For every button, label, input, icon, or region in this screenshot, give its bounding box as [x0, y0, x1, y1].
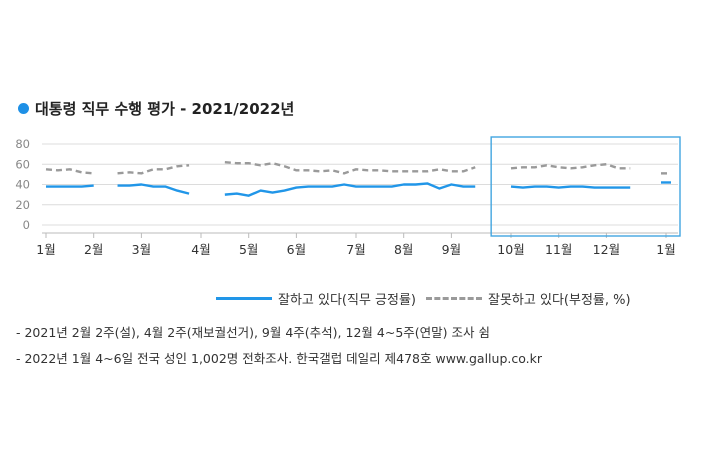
x-tick-label: 8월	[394, 242, 413, 257]
legend-approve-swatch	[216, 296, 272, 300]
x-tick-label: 5월	[239, 242, 258, 257]
y-tick-label: 20	[15, 198, 30, 212]
footnote-survey-source: - 2022년 1월 4~6일 전국 성인 1,002명 전화조사. 한국갤럽 …	[16, 351, 542, 366]
x-tick-label: 10월	[497, 242, 524, 257]
disapprove-line-segment	[45, 168, 94, 175]
y-tick-label: 40	[15, 178, 30, 192]
x-tick-label: 3월	[132, 242, 151, 257]
legend-approve-label: 잘하고 있다(직무 긍정률)	[278, 292, 417, 308]
x-tick-label: 1월	[36, 242, 55, 257]
chart-title: 대통령 직무 수행 평가 - 2021/2022년	[18, 98, 294, 118]
x-tick-label: 7월	[346, 242, 365, 257]
x-tick-label: 4월	[191, 242, 210, 257]
x-tick-label: 2월	[84, 242, 103, 257]
x-tick-label: 6월	[287, 242, 306, 257]
highlight-box	[490, 136, 681, 237]
legend-disapprove-label: 잘못하고 있다(부정률, %)	[488, 292, 631, 308]
y-tick-label: 60	[15, 157, 30, 171]
legend-disapprove-swatch	[426, 296, 483, 300]
disapprove-line-segment	[224, 161, 476, 175]
y-tick-label: 0	[23, 218, 30, 232]
approve-line-segment	[46, 184, 94, 188]
x-tick-label: 1월	[656, 242, 675, 257]
approve-line-segment	[224, 182, 476, 197]
chart-legend: 잘하고 있다(직무 긍정률) 잘못하고 있다(부정률, %)	[216, 289, 631, 308]
x-tick-label: 12월	[593, 242, 620, 257]
x-tick-label: 9월	[442, 242, 461, 257]
x-tick-label: 11월	[545, 242, 572, 257]
y-tick-label: 80	[15, 137, 30, 151]
chart-title-text: 대통령 직무 수행 평가 - 2021/2022년	[35, 99, 295, 118]
disapprove-line-segment	[510, 163, 631, 170]
footnote-skipped-weeks: - 2021년 2월 2주(설), 4월 2주(재보궐선거), 9월 4주(추석…	[16, 325, 490, 340]
title-bullet-icon	[18, 102, 29, 114]
disapprove-line-segment	[117, 164, 190, 175]
approve-line-segment	[510, 185, 631, 189]
approve-line-segment	[117, 183, 190, 195]
